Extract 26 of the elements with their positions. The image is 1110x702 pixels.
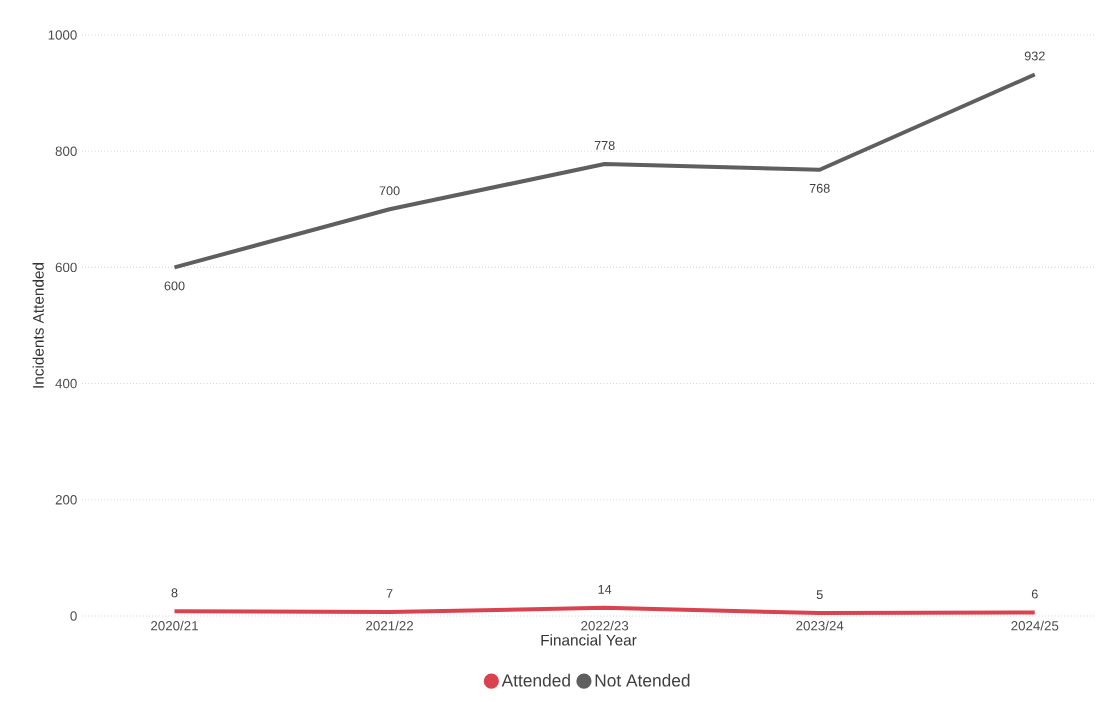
y-tick-label: 600 <box>55 262 77 273</box>
data-label: 7 <box>386 589 393 598</box>
y-axis-title: Incidents Attended <box>32 263 44 388</box>
data-label: 14 <box>598 585 612 594</box>
y-tick-label: 400 <box>55 378 77 389</box>
line-series <box>172 72 1037 270</box>
data-label: 6 <box>1031 589 1038 599</box>
data-label: 600 <box>164 281 185 291</box>
x-tick-label: 2021/22 <box>366 620 413 631</box>
x-tick-label: 2023/24 <box>796 620 844 631</box>
data-label: 778 <box>594 140 615 150</box>
x-tick-label: 2024/25 <box>1011 620 1059 631</box>
data-label: 5 <box>816 590 823 600</box>
x-tick-label: 2020/21 <box>151 620 198 631</box>
x-axis-title: Financial Year <box>541 634 637 646</box>
y-tick-label: 0 <box>70 611 77 621</box>
data-label: 8 <box>171 588 178 598</box>
legend-label: Attended <box>501 673 570 687</box>
y-tick-label: 200 <box>55 495 77 505</box>
data-label: 932 <box>1024 51 1045 61</box>
x-tick-label: 2022/23 <box>581 620 629 631</box>
data-label: 700 <box>379 186 400 196</box>
y-tick-label: 800 <box>55 146 77 156</box>
data-label: 768 <box>809 183 830 193</box>
legend-label: Not Atended <box>595 673 690 687</box>
y-tick-label: 1000 <box>48 30 77 40</box>
